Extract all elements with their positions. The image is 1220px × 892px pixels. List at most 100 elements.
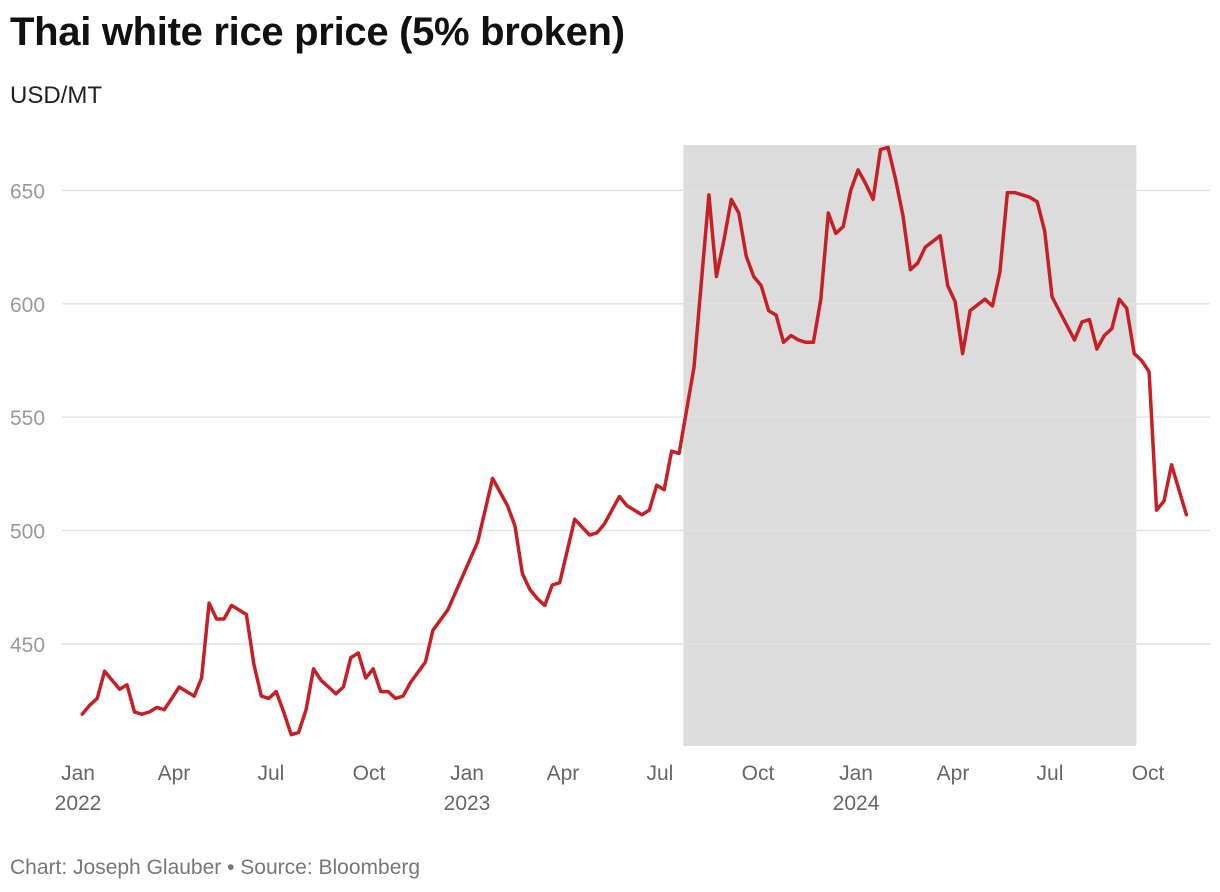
price-data-point <box>939 234 942 237</box>
price-data-point <box>730 198 733 201</box>
price-data-point <box>662 488 666 491</box>
x-tick-label: Oct <box>742 762 775 785</box>
y-axis: 450 500 550 600 650 <box>10 180 45 657</box>
price-data-point <box>275 690 278 693</box>
price-data-point <box>648 508 651 512</box>
price-data-point <box>715 275 718 278</box>
x-tick-label: Jul <box>257 762 284 785</box>
price-data-point <box>998 270 1002 274</box>
gridlines <box>62 189 1210 645</box>
price-data-point <box>551 583 554 587</box>
price-data-point <box>372 667 375 671</box>
price-data-point <box>245 613 248 616</box>
price-data-point <box>1006 191 1009 194</box>
y-tick-label: 450 <box>10 634 45 657</box>
price-data-point <box>476 540 479 544</box>
series-layer <box>80 145 1189 737</box>
price-data-point <box>804 341 808 344</box>
price-data-point <box>185 690 188 693</box>
price-data-point <box>692 366 696 369</box>
price-data-point <box>252 663 256 666</box>
price-data-point <box>528 588 532 591</box>
price-data-point <box>1103 334 1106 337</box>
price-data-point <box>983 298 987 301</box>
price-data-point <box>81 713 84 716</box>
price-data-point <box>901 214 905 217</box>
price-data-point <box>1118 298 1121 301</box>
y-tick-label: 650 <box>10 180 45 203</box>
shaded-period <box>683 145 1137 746</box>
price-data-point <box>924 245 927 249</box>
price-data-point <box>215 617 218 621</box>
price-data-point <box>886 146 890 149</box>
price-data-point <box>1080 320 1084 324</box>
price-data-point <box>1088 318 1091 321</box>
price-data-point <box>655 483 658 487</box>
price-data-point <box>327 685 330 689</box>
x-axis: Jan 2022 Apr Jul Oct Jan 2023 Apr Jul Oct Jan 2024 A… <box>55 762 1165 815</box>
price-data-point <box>640 513 643 516</box>
price-data-point <box>110 679 114 682</box>
unit-label: USD/MT <box>10 82 102 109</box>
price-data-point <box>603 522 606 525</box>
price-data-point <box>386 690 390 693</box>
price-data-point <box>409 681 412 684</box>
price-data-point <box>1140 359 1143 362</box>
y-tick-label: 600 <box>10 294 45 317</box>
x-tick-label: Apr <box>937 762 970 785</box>
price-data-point <box>133 710 136 714</box>
price-data-point <box>1028 195 1031 199</box>
price-data-point <box>148 710 151 714</box>
price-data-point <box>521 572 524 575</box>
price-data-point <box>722 239 726 242</box>
price-data-point <box>834 232 837 235</box>
price-data-point <box>677 452 681 455</box>
price-data-point <box>879 148 882 151</box>
y-tick-label: 500 <box>10 521 45 544</box>
price-data-point <box>789 334 793 337</box>
price-data-point <box>827 211 830 215</box>
price-data-point <box>222 617 226 621</box>
price-data-point <box>968 309 972 312</box>
price-data-point <box>1095 347 1099 351</box>
price-data-point <box>894 177 897 181</box>
price-data-point <box>782 341 785 344</box>
price-data-point <box>394 697 397 700</box>
price-data-point <box>536 597 539 600</box>
price-data-point <box>871 198 875 201</box>
price-data-point <box>797 338 800 342</box>
price-data-point <box>558 581 561 584</box>
price-data-point <box>349 656 353 659</box>
price-data-point <box>849 189 852 192</box>
price-data-point <box>595 531 599 535</box>
price-data-point <box>431 629 435 632</box>
price-data-point <box>774 313 778 317</box>
price-data-point <box>1155 508 1158 512</box>
price-data-point <box>812 341 815 344</box>
price-data-point <box>513 524 517 528</box>
price-data-point <box>1073 338 1076 342</box>
price-data-point <box>1013 191 1017 194</box>
price-data-point <box>312 667 315 671</box>
line-chart: 450 500 550 600 650 Jan 2022 Apr Jul Oct Jan 2023 A… <box>10 145 1210 815</box>
price-data-point <box>304 708 308 711</box>
price-data-point <box>864 182 867 185</box>
price-data-point <box>491 477 494 480</box>
x-tick-year-label: 2022 <box>55 792 102 815</box>
shaded-period-layer <box>683 145 1137 746</box>
price-data-point <box>1043 229 1046 233</box>
price-data-point <box>1147 370 1151 373</box>
price-data-point <box>267 697 270 700</box>
price-data-point <box>401 694 405 698</box>
price-data-point <box>1132 352 1136 355</box>
price-data-point <box>446 608 450 612</box>
price-data-point <box>163 708 166 711</box>
x-tick-label: Jul <box>1037 762 1064 785</box>
x-tick-label: Jan <box>839 762 873 785</box>
price-data-point <box>856 168 860 172</box>
price-data-point <box>364 676 367 680</box>
price-data-point <box>118 688 121 691</box>
price-data-point <box>916 261 920 265</box>
chart-title: Thai white rice price (5% broken) <box>10 10 625 54</box>
price-data-point <box>946 284 949 287</box>
